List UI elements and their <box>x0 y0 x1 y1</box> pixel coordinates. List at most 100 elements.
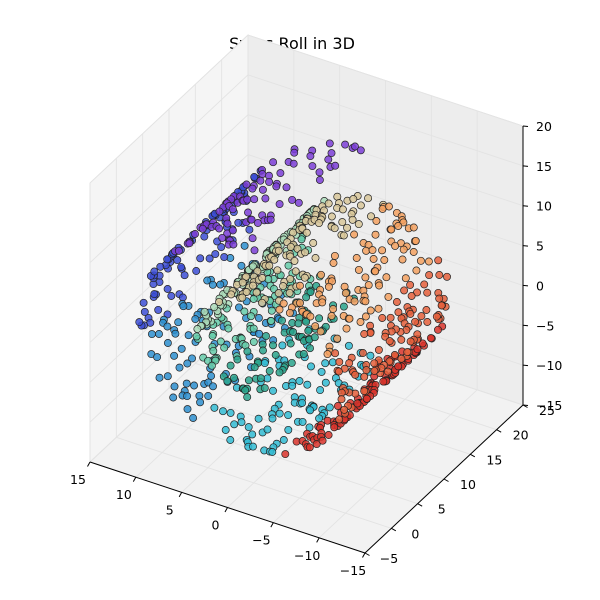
scatter-point <box>345 359 354 368</box>
scatter-point <box>406 280 415 289</box>
scatter-point <box>188 354 196 363</box>
scatter-point <box>400 286 409 295</box>
scatter-point <box>368 246 377 255</box>
scatter-point <box>226 361 235 370</box>
scatter-point <box>306 152 315 161</box>
scatter-point <box>254 414 263 423</box>
scatter-point <box>226 408 235 417</box>
scatter-point <box>289 328 298 337</box>
scatter-point <box>191 315 200 324</box>
scatter-point <box>240 307 249 316</box>
scatter-point <box>356 146 365 155</box>
scatter-point <box>275 305 284 314</box>
scatter-point <box>192 267 201 275</box>
scatter-point <box>285 308 294 317</box>
scatter-point <box>353 399 362 408</box>
scatter-point <box>174 318 183 327</box>
scatter-point <box>392 298 401 306</box>
scatter-point <box>278 341 287 350</box>
grid-line-z-left <box>89 34 249 184</box>
scatter-point <box>315 414 324 423</box>
scatter-point <box>358 349 367 357</box>
y-tick-label: 20 <box>513 428 529 443</box>
scatter-point <box>434 256 443 265</box>
z-tick-mark <box>522 205 529 207</box>
scatter-point <box>397 335 406 344</box>
scatter-point <box>299 350 308 358</box>
scatter-point <box>406 309 415 318</box>
scatter-point <box>269 341 277 350</box>
scatter-point <box>418 339 427 348</box>
scatter-point <box>290 256 299 265</box>
scatter-point <box>327 212 336 221</box>
scatter-point <box>196 398 205 407</box>
scatter-point <box>330 224 339 233</box>
y-tick-label: −5 <box>380 551 398 566</box>
y-tick-mark <box>417 503 423 507</box>
scatter-point <box>354 220 363 229</box>
scatter-point <box>383 367 392 376</box>
scatter-point <box>286 274 295 283</box>
scatter-point <box>180 271 189 280</box>
scatter-point <box>380 256 389 264</box>
scatter-point <box>210 403 219 412</box>
scatter-point <box>234 218 243 227</box>
scatter-point <box>177 344 186 353</box>
scatter-point <box>435 271 444 279</box>
scatter-point <box>243 195 252 204</box>
scatter-point <box>316 327 325 336</box>
scatter-point <box>287 358 296 367</box>
scatter-point <box>243 393 252 402</box>
scatter-point <box>413 288 421 297</box>
scatter-point <box>360 372 369 381</box>
scatter-point <box>315 314 324 323</box>
scatter-point <box>256 176 265 185</box>
scatter-point <box>273 266 282 275</box>
scatter-point <box>289 159 298 168</box>
grid-line-z-back <box>247 114 524 207</box>
y-tick-mark <box>496 429 502 433</box>
scatter-point <box>223 377 232 386</box>
scatter-point <box>330 251 339 260</box>
scatter-point <box>303 380 312 389</box>
scatter-point <box>288 195 297 204</box>
scatter-point <box>329 305 338 313</box>
scatter-point <box>306 312 315 321</box>
scatter-point <box>413 345 422 354</box>
scatter-point <box>339 231 348 240</box>
scatter-point <box>306 406 315 415</box>
scatter-point <box>315 219 323 228</box>
scatter-point <box>170 382 179 391</box>
scatter-point <box>318 298 327 307</box>
scatter-point <box>366 351 375 360</box>
scatter-point <box>362 394 371 403</box>
scatter-point <box>237 261 246 270</box>
scatter-point <box>387 225 396 234</box>
scatter-point <box>230 373 238 382</box>
scatter-point <box>315 176 324 184</box>
scatter-point <box>205 254 214 263</box>
scatter-point <box>422 306 431 314</box>
scatter-point <box>420 280 429 289</box>
scatter-point <box>351 370 360 379</box>
scatter-point <box>409 248 418 256</box>
z-tick-mark <box>522 165 529 167</box>
scatter-point <box>258 274 267 282</box>
scatter-point <box>298 398 307 407</box>
scatter-point <box>294 198 303 207</box>
x-tick-mark <box>178 492 183 498</box>
scatter-point <box>306 288 315 297</box>
scatter-point <box>403 348 412 357</box>
scatter-point <box>394 362 403 371</box>
scatter-point <box>397 354 406 363</box>
scatter-point <box>155 330 163 338</box>
scatter-point <box>349 195 358 203</box>
scatter-point <box>296 298 304 307</box>
scatter-point <box>371 230 380 239</box>
scatter-point <box>179 302 188 311</box>
scatter-point <box>230 420 239 429</box>
scatter-point <box>339 302 348 311</box>
scatter-point <box>195 391 204 400</box>
scatter-point <box>258 170 267 179</box>
scatter-point <box>281 450 290 459</box>
